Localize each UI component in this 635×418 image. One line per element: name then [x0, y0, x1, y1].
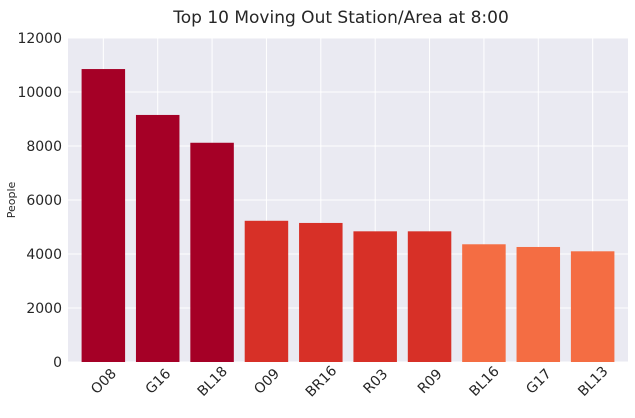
- bar: [299, 222, 343, 362]
- y-tick-label: 0: [53, 355, 62, 371]
- y-tick-label: 8000: [26, 139, 62, 155]
- bar: [190, 142, 234, 362]
- x-tick-label: BL18: [195, 364, 231, 400]
- bar: [353, 231, 397, 362]
- x-tick-label: R09: [415, 366, 446, 397]
- x-tick-label: G17: [523, 366, 555, 398]
- bar: [81, 69, 126, 363]
- x-tick-label: G16: [143, 366, 175, 398]
- y-axis-ticks: 0 2000 4000 6000 8000 10000 12000: [17, 31, 62, 371]
- bar: [462, 244, 506, 362]
- bar: [407, 231, 452, 362]
- x-tick-label: O08: [88, 366, 120, 398]
- bar: [244, 220, 289, 362]
- x-axis-ticks: O08 G16 BL18 O09 BR16 R03 R09 BL16 G17 BL13: [88, 363, 611, 401]
- bar: [570, 251, 615, 362]
- y-tick-label: 6000: [26, 193, 62, 209]
- bar: [516, 246, 561, 362]
- bars: [81, 69, 615, 363]
- y-axis-label: People: [5, 181, 18, 218]
- x-tick-label: BL13: [575, 364, 611, 400]
- x-tick-label: BL16: [467, 364, 503, 400]
- chart-title: Top 10 Moving Out Station/Area at 8:00: [172, 8, 509, 28]
- x-tick-label: R03: [360, 366, 391, 397]
- bar: [135, 114, 180, 362]
- y-tick-label: 2000: [26, 301, 62, 317]
- x-tick-label: BR16: [303, 363, 341, 401]
- x-tick-label: O09: [251, 366, 283, 398]
- y-tick-label: 4000: [26, 247, 62, 263]
- y-tick-label: 12000: [17, 31, 62, 47]
- y-tick-label: 10000: [17, 85, 62, 101]
